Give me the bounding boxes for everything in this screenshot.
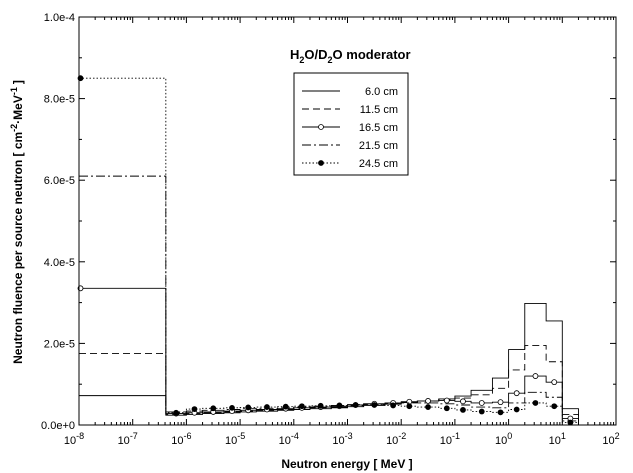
- legend-title-part-0: H: [290, 47, 299, 62]
- y-tick-label: 4.0e-5: [44, 257, 75, 269]
- x-tick-label-exponent: -5: [237, 431, 245, 441]
- x-tick-label-exponent: 2: [615, 431, 620, 441]
- data-point: [229, 404, 235, 411]
- data-point: [443, 397, 450, 404]
- x-tick-label-base: 10: [118, 435, 130, 447]
- data-point: [478, 408, 485, 415]
- x-tick-label-exponent: -4: [291, 431, 299, 441]
- y-tick-label: 8.0e-5: [44, 94, 75, 106]
- x-tick-label-exponent: -6: [184, 431, 192, 441]
- axis-ticks: [78, 16, 617, 426]
- x-tick-label-base: 10: [602, 435, 614, 447]
- series-line: [79, 175, 579, 425]
- x-tick-label: 10-7: [118, 431, 138, 447]
- x-tick-label: 10-5: [225, 431, 245, 447]
- x-tick-label: 100: [495, 431, 512, 447]
- x-tick-label-base: 10: [279, 435, 291, 447]
- legend-box: [293, 72, 409, 176]
- legend: 6.0 cm 11.5 cm 16.5 cm 21.5 cm 24.5 cm: [293, 72, 409, 176]
- data-point: [406, 403, 413, 410]
- legend-label: 16.5 cm: [359, 122, 398, 134]
- data-point: [567, 419, 574, 426]
- data-point: [371, 402, 378, 408]
- data-point: [497, 409, 504, 416]
- x-tick-label-exponent: 1: [561, 431, 566, 441]
- legend-title-part-4: O moderator: [333, 47, 411, 62]
- y-tick-label: 1.0e-4: [44, 12, 75, 24]
- data-point: [532, 373, 539, 379]
- data-point: [173, 409, 180, 416]
- x-tick-label-exponent: -3: [345, 431, 353, 441]
- x-tick-label: 10-8: [64, 431, 84, 447]
- data-point: [390, 402, 397, 409]
- x-tick-label: 101: [549, 431, 566, 447]
- x-tick-label: 102: [602, 431, 619, 447]
- data-point: [191, 406, 198, 412]
- data-point: [460, 398, 466, 405]
- data-point: [460, 407, 466, 413]
- data-point: [443, 405, 450, 412]
- x-tick-label-base: 10: [386, 435, 398, 447]
- x-tick-label-exponent: -2: [398, 431, 406, 441]
- data-point: [298, 403, 305, 410]
- x-tick-label-base: 10: [440, 435, 452, 447]
- legend-title-part-1: 2: [299, 55, 304, 65]
- y-axis-title-main: Neutron fluence per source neutron [ cm: [11, 132, 25, 364]
- y-axis-title-sup2: -1: [9, 87, 19, 95]
- legend-label: 21.5 cm: [359, 140, 398, 152]
- legend-title-part-2: O/D: [304, 47, 327, 62]
- y-tick-label: 6.0e-5: [44, 175, 75, 187]
- legend-label: 11.5 cm: [360, 104, 398, 116]
- data-point: [551, 403, 558, 410]
- x-tick-label-base: 10: [225, 435, 237, 447]
- y-axis-title-mid: ·MeV: [11, 95, 25, 124]
- data-point: [264, 404, 270, 410]
- data-point: [532, 400, 539, 406]
- tick-labels: 10-8 10-7 10-6 10-5 10-4 10-3 10-2 10-1 100 101 10…: [41, 12, 620, 447]
- legend-swatch-marker: [318, 124, 324, 130]
- data-point: [425, 398, 431, 404]
- x-axis-title: Neutron energy [ MeV ]: [281, 457, 412, 471]
- y-axis-title-end: ]: [11, 80, 25, 84]
- data-point: [282, 403, 289, 410]
- x-tick-label-exponent: -1: [452, 431, 460, 441]
- x-tick-label-base: 10: [171, 435, 183, 447]
- x-tick-label-exponent: 0: [507, 431, 512, 441]
- x-tick-label: 10-4: [279, 431, 299, 447]
- plot-content: [77, 75, 579, 426]
- data-point: [551, 379, 558, 386]
- legend-title-part-3: 2: [328, 55, 333, 65]
- x-tick-label: 10-2: [386, 431, 406, 447]
- data-point: [245, 404, 252, 411]
- x-tick-label-base: 10: [64, 435, 76, 447]
- legend-label: 6.0 cm: [365, 86, 398, 98]
- x-tick-label: 10-1: [440, 431, 460, 447]
- data-point: [478, 400, 485, 406]
- data-point: [425, 404, 431, 410]
- data-point: [210, 405, 217, 412]
- x-tick-label-exponent: -8: [76, 431, 84, 441]
- y-tick-label: 0.0e+0: [41, 420, 75, 432]
- x-tick-label-base: 10: [549, 435, 561, 447]
- x-tick-label-base: 10: [332, 435, 344, 447]
- x-tick-label: 10-6: [171, 431, 191, 447]
- x-tick-label: 10-3: [332, 431, 352, 447]
- data-point: [317, 402, 324, 409]
- y-tick-label: 2.0e-5: [44, 338, 75, 350]
- data-point: [497, 399, 504, 406]
- data-point: [513, 406, 520, 413]
- y-axis-title: Neutron fluence per source neutron [ cm-…: [9, 80, 25, 364]
- legend-label: 24.5 cm: [359, 158, 398, 170]
- data-point: [336, 402, 343, 409]
- legend-swatch-marker: [318, 160, 324, 166]
- y-axis-title-sup1: -2: [9, 124, 19, 132]
- x-tick-label-base: 10: [495, 435, 507, 447]
- x-tick-label-exponent: -7: [130, 431, 138, 441]
- data-point: [352, 402, 359, 408]
- legend-title: H2O/D2O moderator: [290, 47, 411, 65]
- data-point: [513, 390, 520, 397]
